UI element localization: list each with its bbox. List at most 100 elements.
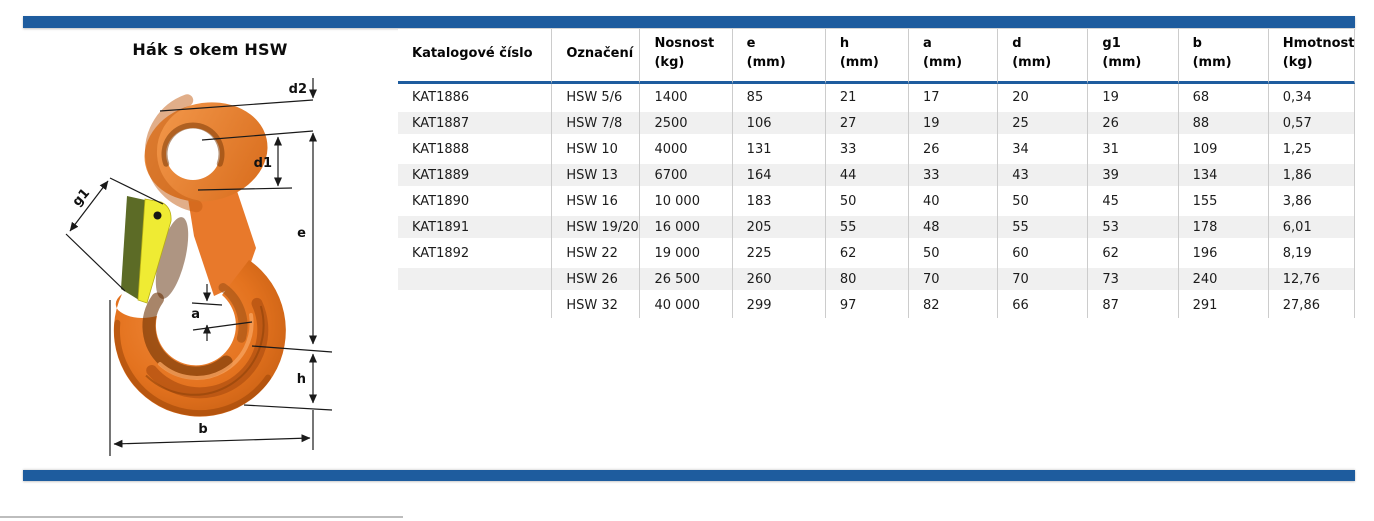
table-cell: 19 bbox=[909, 110, 999, 136]
table-cell: 12,76 bbox=[1268, 266, 1355, 292]
table-cell: 87 bbox=[1088, 292, 1179, 318]
table-cell: 50 bbox=[998, 188, 1089, 214]
table-row: HSW 26 26 500 260 80 70 70 73 240 12,76 bbox=[398, 266, 1355, 292]
table-cell: 299 bbox=[732, 292, 826, 318]
dim-label-h: h bbox=[297, 372, 306, 387]
top-divider-bar bbox=[23, 16, 1355, 28]
table-cell: HSW 22 bbox=[552, 240, 641, 266]
table-cell: 26 bbox=[1088, 110, 1179, 136]
table-row: KAT1890 HSW 16 10 000 183 50 40 50 45 155 3,86 bbox=[398, 188, 1355, 214]
dim-label-d1: d1 bbox=[254, 156, 272, 171]
dimension-lines bbox=[65, 78, 333, 456]
table-cell: HSW 5/6 bbox=[552, 84, 641, 110]
safety-latch bbox=[137, 198, 172, 304]
table-cell: 8,19 bbox=[1268, 240, 1355, 266]
table-cell: 40 000 bbox=[640, 292, 733, 318]
column-header-6: d (mm) bbox=[998, 29, 1089, 84]
column-header-3: e (mm) bbox=[732, 29, 826, 84]
hook-face-groove-edge bbox=[145, 305, 265, 396]
table-cell: 70 bbox=[998, 266, 1089, 292]
table-cell: 155 bbox=[1178, 188, 1269, 214]
dim-label-d2: d2 bbox=[289, 82, 307, 97]
table-cell bbox=[398, 292, 553, 318]
table-cell: 31 bbox=[1088, 136, 1179, 162]
table-cell: 60 bbox=[998, 240, 1089, 266]
spec-table: Katalogové číslo Označení Nosnost (kg) e (mm)… bbox=[398, 29, 1355, 318]
table-cell: 66 bbox=[998, 292, 1089, 318]
table-cell: 33 bbox=[909, 162, 999, 188]
table-cell: 225 bbox=[732, 240, 826, 266]
dim-b-arrow bbox=[113, 434, 311, 448]
table-cell: 62 bbox=[1088, 240, 1179, 266]
table-cell: 82 bbox=[909, 292, 999, 318]
dim-g1-arrow bbox=[69, 180, 109, 232]
bottom-divider-bar bbox=[23, 470, 1355, 481]
table-cell: 6700 bbox=[640, 162, 733, 188]
table-cell: 21 bbox=[825, 84, 910, 110]
table-cell: KAT1890 bbox=[398, 188, 553, 214]
table-cell: 17 bbox=[909, 84, 999, 110]
hook-neck bbox=[186, 182, 256, 296]
table-cell: HSW 32 bbox=[552, 292, 641, 318]
column-header-8: b (mm) bbox=[1178, 29, 1269, 84]
column-header-4: h (mm) bbox=[825, 29, 910, 84]
latch-pivot bbox=[153, 211, 162, 220]
table-row: KAT1892 HSW 22 19 000 225 62 50 60 62 196 8,19 bbox=[398, 240, 1355, 266]
table-cell: 70 bbox=[909, 266, 999, 292]
table-cell: HSW 7/8 bbox=[552, 110, 641, 136]
safety-latch-back bbox=[121, 196, 145, 300]
table-cell: 109 bbox=[1178, 136, 1269, 162]
table-cell: HSW 13 bbox=[552, 162, 641, 188]
table-cell: 34 bbox=[998, 136, 1089, 162]
table-cell: 1,86 bbox=[1268, 162, 1355, 188]
table-cell: KAT1888 bbox=[398, 136, 553, 162]
dim-label-e: e bbox=[297, 226, 306, 241]
page-title: Hák s okem HSW bbox=[132, 40, 288, 59]
table-cell: KAT1889 bbox=[398, 162, 553, 188]
table-cell: 19 000 bbox=[640, 240, 733, 266]
table-cell: 27,86 bbox=[1268, 292, 1355, 318]
hook-inner-shadow bbox=[142, 292, 233, 380]
spec-table-container: Katalogové číslo Označení Nosnost (kg) e (mm)… bbox=[398, 29, 1355, 318]
table-cell: 45 bbox=[1088, 188, 1179, 214]
product-drawing-panel: Hák s okem HSW bbox=[40, 40, 380, 59]
table-cell: 73 bbox=[1088, 266, 1179, 292]
table-cell: KAT1887 bbox=[398, 110, 553, 136]
column-header-7: g1 (mm) bbox=[1088, 29, 1179, 84]
column-header-5: a (mm) bbox=[909, 29, 999, 84]
table-cell: 19 bbox=[1088, 84, 1179, 110]
table-cell: 3,86 bbox=[1268, 188, 1355, 214]
throat-shadow bbox=[155, 217, 189, 299]
hook-face-highlight bbox=[158, 313, 254, 380]
table-cell: 183 bbox=[732, 188, 826, 214]
table-cell: 106 bbox=[732, 110, 826, 136]
table-row: HSW 32 40 000 299 97 82 66 87 291 27,86 bbox=[398, 292, 1355, 318]
dim-label-a: a bbox=[191, 307, 200, 322]
table-cell: HSW 26 bbox=[552, 266, 641, 292]
table-row: KAT1888 HSW 10 4000 131 33 26 34 31 109 1,25 bbox=[398, 136, 1355, 162]
table-cell: 25 bbox=[998, 110, 1089, 136]
table-cell: KAT1886 bbox=[398, 84, 553, 110]
table-cell: 164 bbox=[732, 162, 826, 188]
hook-outer-edge-shadow bbox=[113, 319, 271, 416]
column-header-0: Katalogové číslo bbox=[398, 29, 553, 84]
table-cell: 40 bbox=[909, 188, 999, 214]
table-cell bbox=[398, 266, 553, 292]
table-row: KAT1891 HSW 19/20 16 000 205 55 48 55 53 178 6,01 bbox=[398, 214, 1355, 240]
table-row: KAT1889 HSW 13 6700 164 44 33 43 39 134 1,86 bbox=[398, 162, 1355, 188]
table-cell: 291 bbox=[1178, 292, 1269, 318]
table-cell: 43 bbox=[998, 162, 1089, 188]
hook-eye-hole bbox=[166, 128, 220, 180]
table-cell: KAT1892 bbox=[398, 240, 553, 266]
table-cell: 44 bbox=[825, 162, 910, 188]
table-cell: 80 bbox=[825, 266, 910, 292]
column-header-9: Hmotnost (kg) bbox=[1268, 29, 1355, 84]
table-cell: 55 bbox=[825, 214, 910, 240]
table-cell: 88 bbox=[1178, 110, 1269, 136]
table-header-row: Katalogové číslo Označení Nosnost (kg) e (mm)… bbox=[398, 29, 1355, 84]
table-cell: 68 bbox=[1178, 84, 1269, 110]
table-cell: 4000 bbox=[640, 136, 733, 162]
table-cell: 1400 bbox=[640, 84, 733, 110]
table-cell: 27 bbox=[825, 110, 910, 136]
table-cell: 178 bbox=[1178, 214, 1269, 240]
